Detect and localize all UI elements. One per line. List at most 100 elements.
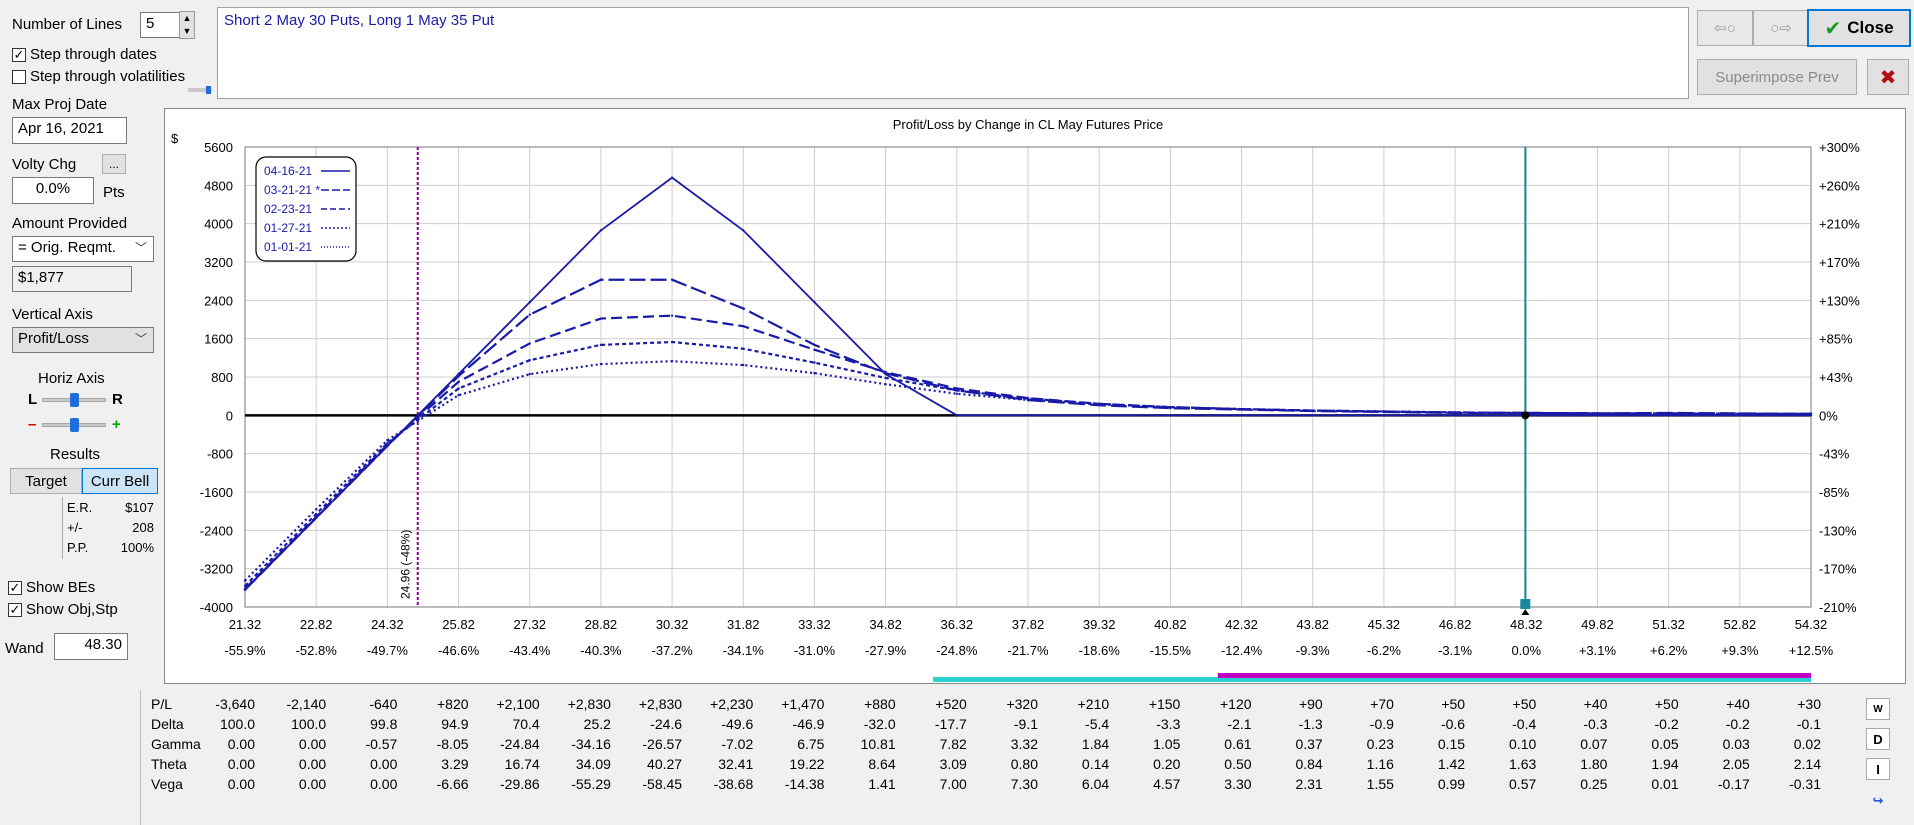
x-tick-label: 45.32: [1368, 617, 1401, 632]
right-tick-label: +43%: [1819, 370, 1853, 385]
spin-up-icon[interactable]: ▲: [182, 13, 192, 23]
horiz-zoom-thumb[interactable]: [70, 418, 79, 432]
table-cell: 19.22: [789, 756, 825, 772]
data-point: [670, 278, 674, 281]
x-tick-label: 25.82: [442, 617, 475, 632]
table-cell: +40: [1583, 696, 1608, 712]
forward-arrow-icon[interactable]: ○⇨: [1753, 10, 1809, 46]
table-cell: -17.7: [934, 716, 967, 732]
table-cell: -34.16: [571, 736, 611, 752]
vertical-axis-select[interactable]: Profit/Loss ﹀: [12, 327, 154, 353]
data-point: [314, 512, 318, 516]
table-cell: -46.9: [792, 716, 825, 732]
plus-icon: +: [112, 416, 121, 433]
table-cell: 0.01: [1651, 776, 1679, 792]
data-point: [457, 374, 460, 378]
greeks-table: P/L -3,640 -2,140 -640 +820 +2,100 +2,830 +2,83…: [140, 690, 1862, 825]
number-of-lines-spinner[interactable]: ▲ ▼: [179, 11, 195, 39]
table-cell: 3.29: [441, 756, 469, 772]
table-row: Gamma 0.00 0.00 -0.57 -8.05 -24.84 -34.16 -26.5…: [151, 736, 1851, 756]
table-cell: 100.0: [219, 716, 255, 732]
data-point: [1667, 414, 1670, 417]
position-description[interactable]: Short 2 May 30 Puts, Long 1 May 35 Put: [217, 7, 1689, 99]
table-cell: 40.27: [647, 756, 683, 772]
x-pct-label: -31.0%: [794, 643, 836, 658]
data-point: [386, 441, 389, 445]
table-cell: 1.63: [1509, 756, 1537, 772]
table-cell: 6.04: [1081, 776, 1110, 792]
horiz-pan-thumb[interactable]: [70, 393, 79, 407]
table-cell: +70: [1370, 696, 1394, 712]
amount-value: $1,877: [12, 266, 132, 292]
target-button[interactable]: Target: [10, 468, 82, 494]
data-point: [1596, 412, 1599, 415]
close-button[interactable]: ✔ Close: [1807, 9, 1911, 47]
table-cell: 0.00: [370, 756, 398, 772]
export-icon[interactable]: ↪: [1872, 793, 1884, 808]
table-cell: +820: [436, 696, 469, 712]
data-point: [1169, 405, 1172, 409]
data-point: [528, 301, 531, 304]
data-point: [599, 343, 603, 347]
show-bes-checkbox[interactable]: ✓ Show BEs: [8, 579, 95, 596]
max-proj-date-input[interactable]: Apr 16, 2021: [12, 117, 127, 144]
table-cell: -55.29: [571, 776, 611, 792]
x-pct-label: -12.4%: [1221, 643, 1263, 658]
d-icon[interactable]: D: [1866, 728, 1890, 750]
curr-bell-button[interactable]: Curr Bell: [82, 468, 158, 494]
table-cell: 0.00: [370, 776, 398, 792]
data-point: [884, 371, 887, 374]
table-cell: +50: [1441, 696, 1466, 712]
wand-handle[interactable]: [1520, 599, 1531, 609]
minus-icon: –: [28, 416, 37, 433]
table-cell: 25.2: [583, 716, 611, 732]
legend-entry: 01-27-21: [264, 221, 312, 235]
volty-chg-input[interactable]: 0.0%: [12, 177, 94, 204]
y-tick-label: 4800: [204, 178, 233, 193]
number-of-lines-input[interactable]: 5: [140, 12, 180, 38]
x-tick-label: 52.82: [1724, 617, 1757, 632]
table-cell: 16.74: [504, 756, 540, 772]
spin-down-icon[interactable]: ▼: [182, 26, 192, 36]
table-cell: 1.84: [1081, 736, 1110, 752]
x-tick-label: 30.32: [656, 617, 689, 632]
volty-more-button[interactable]: ...: [102, 154, 126, 174]
profit-loss-chart[interactable]: Profit/Loss by Change in CL May Futures …: [165, 109, 1905, 683]
text-scroll-thumb[interactable]: [206, 86, 211, 94]
data-point: [1097, 403, 1101, 406]
table-cell: -5.4: [1085, 716, 1110, 732]
amount-provided-select[interactable]: = Orig. Reqmt. ﹀: [12, 236, 154, 262]
w-icon[interactable]: W: [1866, 698, 1890, 720]
text-scroll-track[interactable]: [188, 88, 212, 92]
table-cell: 1.05: [1153, 736, 1181, 752]
step-dates-checkbox[interactable]: ✓ Step through dates: [12, 46, 157, 63]
table-cell: 70.4: [512, 716, 540, 732]
data-point: [1738, 412, 1742, 416]
right-tick-label: 0%: [1819, 408, 1838, 423]
i-icon[interactable]: I: [1866, 758, 1890, 780]
show-bes-label: Show BEs: [26, 579, 96, 596]
data-point: [386, 439, 389, 442]
back-arrow-icon[interactable]: ⇦○: [1697, 10, 1753, 46]
close-x-icon[interactable]: ✖: [1867, 59, 1909, 95]
data-point: [599, 317, 603, 320]
table-cell: 0.99: [1437, 776, 1466, 792]
data-point: [243, 579, 247, 582]
superimpose-button[interactable]: Superimpose Prev: [1697, 59, 1857, 95]
y-axis-label: $: [171, 131, 179, 146]
data-point: [955, 414, 959, 417]
wand-input[interactable]: 48.30: [54, 633, 128, 660]
x-pct-label: -40.3%: [580, 643, 622, 658]
right-tick-label: -130%: [1819, 523, 1857, 538]
table-cell: +2,230: [710, 696, 754, 712]
data-point: [457, 394, 460, 397]
step-vols-checkbox[interactable]: Step through volatilities: [12, 68, 185, 85]
data-point: [670, 176, 674, 179]
table-cell: -2.1: [1227, 716, 1252, 732]
data-point: [528, 372, 531, 376]
table-cell: 0.25: [1580, 776, 1608, 792]
x-pct-label: -46.6%: [438, 643, 480, 658]
show-objstp-checkbox[interactable]: ✓ Show Obj,Stp: [8, 601, 118, 618]
legend-entry: 01-01-21: [264, 240, 312, 254]
series-line-012721[interactable]: [244, 340, 1811, 587]
